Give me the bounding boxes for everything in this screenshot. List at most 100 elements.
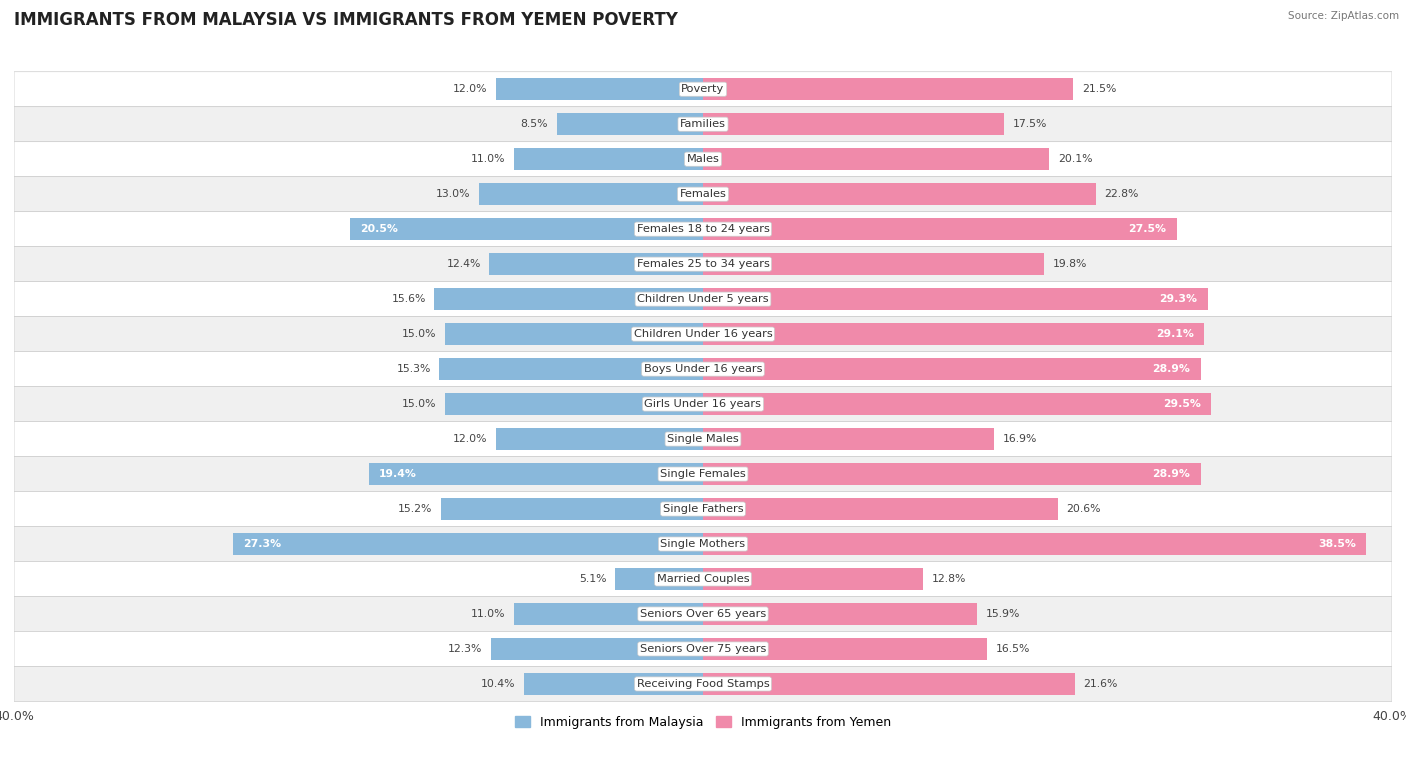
Text: 12.3%: 12.3% xyxy=(449,644,482,654)
FancyBboxPatch shape xyxy=(14,387,1392,421)
FancyBboxPatch shape xyxy=(14,597,1392,631)
Text: 27.5%: 27.5% xyxy=(1128,224,1167,234)
Text: 20.6%: 20.6% xyxy=(1066,504,1101,514)
Bar xyxy=(557,114,703,135)
Text: 17.5%: 17.5% xyxy=(1012,119,1047,129)
Text: 19.8%: 19.8% xyxy=(1053,259,1087,269)
Text: Seniors Over 75 years: Seniors Over 75 years xyxy=(640,644,766,654)
Text: Receiving Food Stamps: Receiving Food Stamps xyxy=(637,679,769,689)
FancyBboxPatch shape xyxy=(14,282,1392,317)
Bar xyxy=(703,673,1076,695)
Text: 28.9%: 28.9% xyxy=(1153,364,1191,374)
Text: 19.4%: 19.4% xyxy=(380,469,418,479)
Bar xyxy=(513,149,703,170)
Bar xyxy=(441,498,703,520)
Text: Girls Under 16 years: Girls Under 16 years xyxy=(644,399,762,409)
Text: 15.0%: 15.0% xyxy=(402,329,436,339)
FancyBboxPatch shape xyxy=(14,72,1392,107)
Bar xyxy=(479,183,703,205)
Bar xyxy=(703,428,994,450)
Text: 29.5%: 29.5% xyxy=(1163,399,1201,409)
Bar xyxy=(703,288,1208,310)
Text: Married Couples: Married Couples xyxy=(657,574,749,584)
Bar xyxy=(444,323,703,345)
Text: 10.4%: 10.4% xyxy=(481,679,515,689)
Text: 29.3%: 29.3% xyxy=(1160,294,1198,304)
Text: 27.3%: 27.3% xyxy=(243,539,281,549)
FancyBboxPatch shape xyxy=(14,107,1392,142)
Text: Males: Males xyxy=(686,154,720,164)
Text: Source: ZipAtlas.com: Source: ZipAtlas.com xyxy=(1288,11,1399,21)
Bar xyxy=(440,359,703,380)
Text: 15.3%: 15.3% xyxy=(396,364,430,374)
Text: 12.0%: 12.0% xyxy=(453,434,488,444)
Text: IMMIGRANTS FROM MALAYSIA VS IMMIGRANTS FROM YEMEN POVERTY: IMMIGRANTS FROM MALAYSIA VS IMMIGRANTS F… xyxy=(14,11,678,30)
Text: 12.8%: 12.8% xyxy=(932,574,966,584)
Bar xyxy=(491,638,703,659)
Text: 15.0%: 15.0% xyxy=(402,399,436,409)
Bar xyxy=(703,533,1367,555)
Bar xyxy=(513,603,703,625)
Text: 15.6%: 15.6% xyxy=(391,294,426,304)
Bar xyxy=(703,603,977,625)
Bar xyxy=(703,218,1177,240)
Text: Females 18 to 24 years: Females 18 to 24 years xyxy=(637,224,769,234)
Text: Single Fathers: Single Fathers xyxy=(662,504,744,514)
Bar xyxy=(350,218,703,240)
Bar xyxy=(703,463,1201,485)
Text: Females 25 to 34 years: Females 25 to 34 years xyxy=(637,259,769,269)
Bar xyxy=(368,463,703,485)
Bar xyxy=(703,323,1204,345)
Bar xyxy=(703,183,1095,205)
Bar xyxy=(496,428,703,450)
Bar xyxy=(703,638,987,659)
FancyBboxPatch shape xyxy=(14,177,1392,211)
Text: 8.5%: 8.5% xyxy=(520,119,548,129)
Text: 29.1%: 29.1% xyxy=(1156,329,1194,339)
Legend: Immigrants from Malaysia, Immigrants from Yemen: Immigrants from Malaysia, Immigrants fro… xyxy=(510,711,896,734)
Text: 11.0%: 11.0% xyxy=(471,154,505,164)
Text: 28.9%: 28.9% xyxy=(1153,469,1191,479)
FancyBboxPatch shape xyxy=(14,142,1392,177)
Bar xyxy=(524,673,703,695)
Text: 20.1%: 20.1% xyxy=(1057,154,1092,164)
FancyBboxPatch shape xyxy=(14,527,1392,562)
Text: Children Under 16 years: Children Under 16 years xyxy=(634,329,772,339)
FancyBboxPatch shape xyxy=(14,317,1392,352)
Bar xyxy=(703,359,1201,380)
Text: 38.5%: 38.5% xyxy=(1317,539,1355,549)
FancyBboxPatch shape xyxy=(14,491,1392,527)
Bar xyxy=(444,393,703,415)
Bar xyxy=(703,78,1073,100)
Text: 20.5%: 20.5% xyxy=(360,224,398,234)
Text: 21.6%: 21.6% xyxy=(1084,679,1118,689)
Text: 16.5%: 16.5% xyxy=(995,644,1031,654)
Bar xyxy=(616,568,703,590)
Text: 15.2%: 15.2% xyxy=(398,504,433,514)
Text: 13.0%: 13.0% xyxy=(436,190,471,199)
Text: 22.8%: 22.8% xyxy=(1104,190,1139,199)
FancyBboxPatch shape xyxy=(14,562,1392,597)
Text: 15.9%: 15.9% xyxy=(986,609,1019,619)
Bar xyxy=(703,568,924,590)
Bar xyxy=(703,253,1045,275)
Text: Families: Families xyxy=(681,119,725,129)
Text: Single Mothers: Single Mothers xyxy=(661,539,745,549)
Text: 12.4%: 12.4% xyxy=(447,259,481,269)
Text: 11.0%: 11.0% xyxy=(471,609,505,619)
Text: 21.5%: 21.5% xyxy=(1083,84,1116,94)
Bar xyxy=(703,149,1049,170)
Bar xyxy=(434,288,703,310)
Text: Boys Under 16 years: Boys Under 16 years xyxy=(644,364,762,374)
Text: Children Under 5 years: Children Under 5 years xyxy=(637,294,769,304)
Bar xyxy=(703,114,1004,135)
FancyBboxPatch shape xyxy=(14,456,1392,491)
FancyBboxPatch shape xyxy=(14,666,1392,701)
Bar xyxy=(496,78,703,100)
FancyBboxPatch shape xyxy=(14,631,1392,666)
Text: 16.9%: 16.9% xyxy=(1002,434,1038,444)
Text: 5.1%: 5.1% xyxy=(579,574,606,584)
Text: 12.0%: 12.0% xyxy=(453,84,488,94)
Text: Seniors Over 65 years: Seniors Over 65 years xyxy=(640,609,766,619)
Bar xyxy=(703,393,1211,415)
